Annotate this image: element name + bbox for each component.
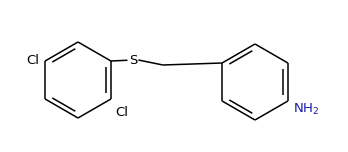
Text: Cl: Cl — [26, 54, 39, 67]
Text: NH$_2$: NH$_2$ — [293, 102, 319, 117]
Text: Cl: Cl — [115, 106, 128, 119]
Text: S: S — [129, 54, 137, 67]
